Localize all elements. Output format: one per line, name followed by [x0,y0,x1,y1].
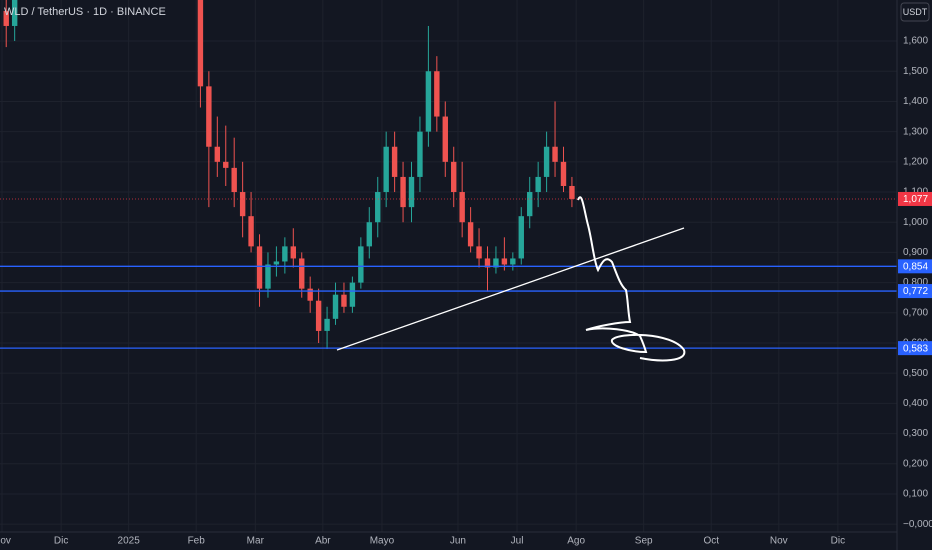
candle-body [434,71,440,117]
candle-body [282,246,288,262]
x-tick-label: Dic [831,536,845,547]
candle-body [451,161,457,193]
candles [3,0,575,350]
chart-title: WLD / TetherUS · 1D · BINANCE [4,6,166,18]
candle-body [408,176,415,208]
candle-body [358,246,364,283]
candle-body [552,146,558,162]
y-tick-label: 1,600 [903,36,928,47]
y-tick-label: 0,300 [903,428,928,439]
candle-body [375,192,381,223]
y-tick-label: 0,100 [903,489,928,500]
candle-body [510,258,516,265]
x-tick-label: 2025 [118,536,141,547]
x-tick-label: Mar [247,536,265,547]
candle-body [11,0,18,26]
candle-body [569,185,575,199]
currency-box [900,2,930,22]
candle-body [442,116,448,162]
x-tick-label: Abr [315,536,331,547]
level-label: 0,854 [903,261,928,272]
x-tick-label: Mayo [370,536,395,547]
y-tick-label: −0,000 [903,519,932,530]
candle-body [290,246,296,259]
candle-body [332,294,339,319]
y-tick-label: 0,900 [903,247,928,258]
y-tick-label: 1,400 [903,96,928,107]
x-tick-label: Oct [703,536,719,547]
candle-body [493,258,499,268]
candle-body [543,146,550,177]
candle-body [239,192,246,217]
x-tick-label: Sep [635,536,653,547]
freehand-drawing [577,196,686,362]
last-price-tag [898,191,932,206]
candle-body [231,167,237,193]
candle-body [518,216,524,259]
candle-body [527,192,533,217]
candle-body [484,258,491,268]
y-tick-label: 0,500 [903,368,928,379]
y-tick-label: 0,200 [903,458,928,469]
level-label: 0,772 [903,286,928,297]
x-tick-label: Jul [511,536,524,547]
level-label: 0,583 [903,343,928,354]
x-tick-label: Ago [567,536,585,547]
candle-body [391,146,398,177]
y-tick-label: 1,000 [903,217,928,228]
candle-body [349,282,356,307]
candle-body [535,176,541,193]
overlay [0,198,897,349]
y-tick-label: 1,200 [903,156,928,167]
candle-body [366,222,372,247]
candle-body [467,222,474,247]
currency: USDT [903,7,928,17]
candle-body [476,246,482,259]
x-tick-label: Nov [770,536,788,547]
candle-body [197,0,204,87]
candle-body [307,288,313,301]
candle-body [273,261,280,265]
y-tick-label: 1,300 [903,126,928,137]
candle-body [3,10,9,26]
candle-body [223,161,229,168]
level-tag [898,341,932,356]
candle-body [417,131,423,177]
candle-body [299,258,305,289]
candle-body [324,318,330,331]
candle-body [459,192,465,223]
x-tick-label: Jun [450,536,466,547]
candle-body [214,146,221,162]
candle-body [425,71,432,132]
level-tag [898,259,932,274]
candle-body [400,176,406,208]
trend-line [336,227,685,351]
candle-body [248,216,254,247]
candle-body [315,300,322,331]
candle-body [341,294,347,307]
x-tick-label: Dic [54,536,68,547]
drawings [336,196,686,362]
candle-body [383,146,389,193]
y-tick-label: 0,800 [903,277,928,288]
x-tick-label: Feb [188,536,206,547]
level-tag [898,284,932,299]
last-price-label: 1,077 [903,194,928,205]
candle-body [206,86,212,147]
candle-body [256,246,263,289]
x-tick-label: Nov [0,536,11,547]
candle-body [265,264,271,289]
y-tick-label: 0,700 [903,307,928,318]
y-tick-label: 0,400 [903,398,928,409]
candle-body [501,258,508,265]
y-tick-label: 1,500 [903,66,928,77]
candle-body [560,161,567,186]
